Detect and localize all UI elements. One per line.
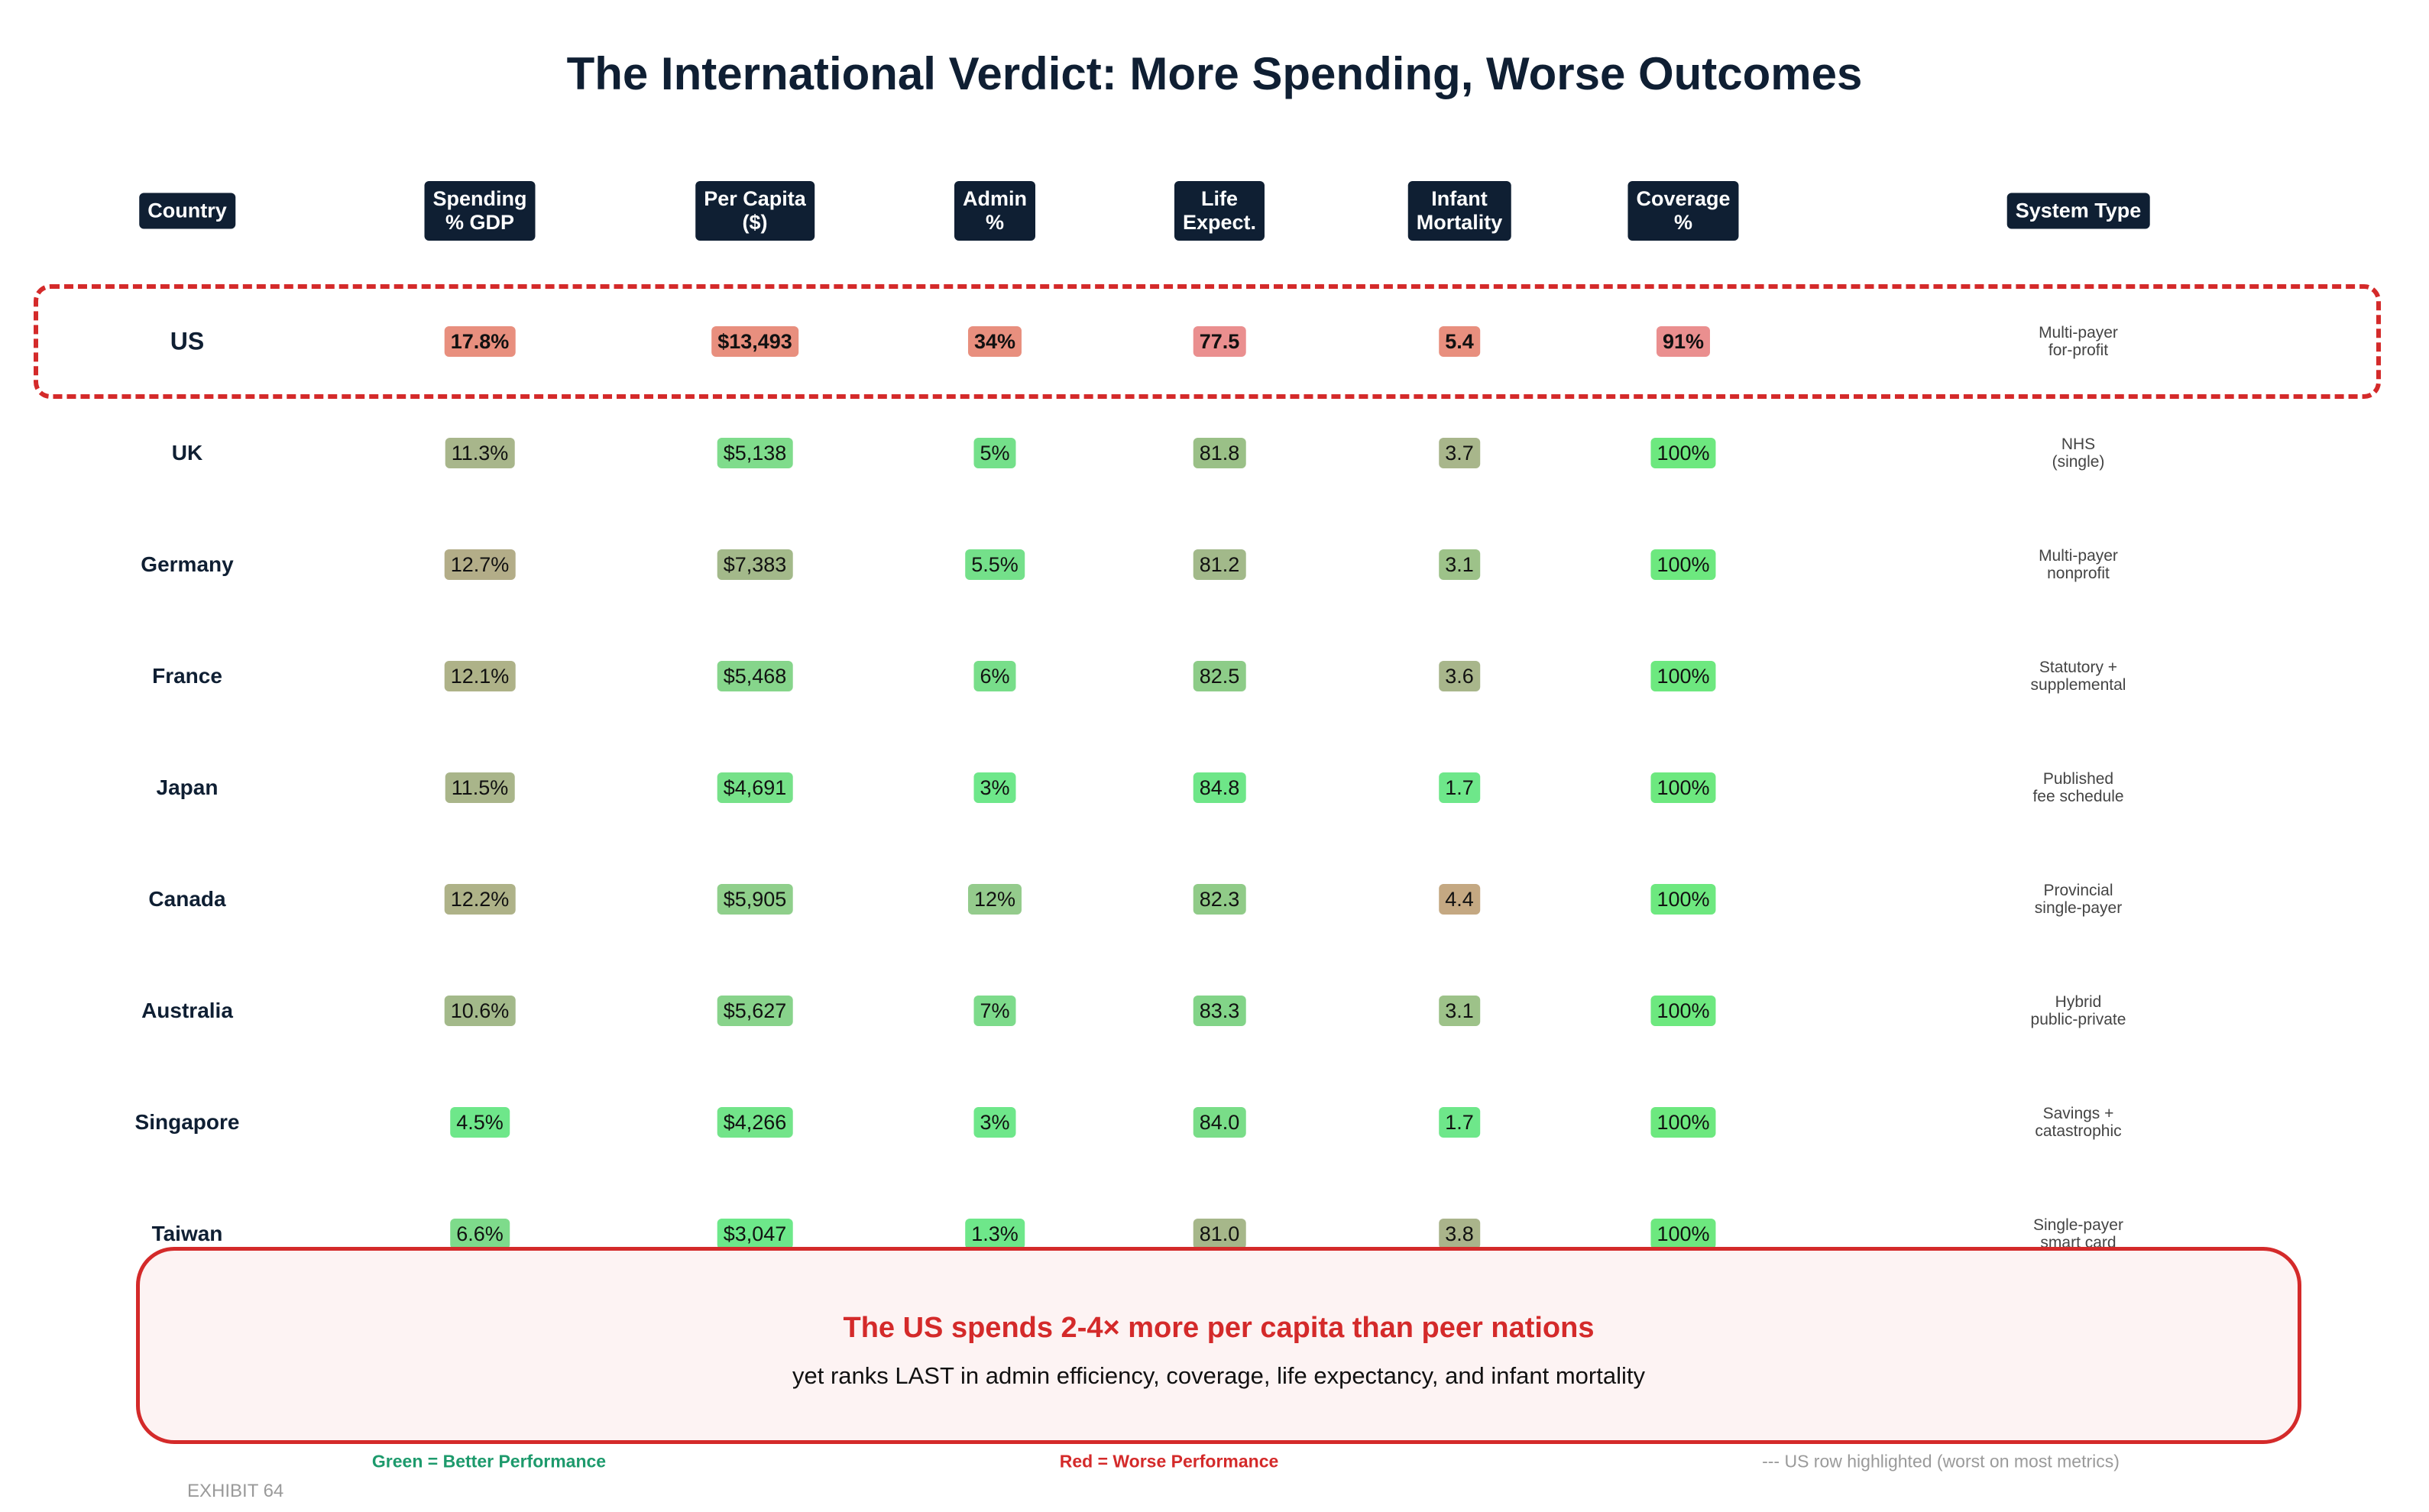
callout-headline: The US spends 2-4× more per capita than … — [843, 1312, 1595, 1344]
cell-life-expectancy-canada: 82.3 — [1193, 884, 1246, 915]
page-title: The International Verdict: More Spending… — [566, 48, 1863, 99]
header-spending-gdp: Spending % GDP — [424, 181, 536, 241]
cell-spending-gdp-canada: 12.2% — [444, 884, 516, 915]
country-label-canada: Canada — [148, 887, 226, 911]
country-label-uk: UK — [171, 441, 203, 465]
cell-infant-mortality-taiwan: 3.8 — [1439, 1219, 1480, 1249]
cell-infant-mortality-us: 5.4 — [1439, 326, 1480, 357]
legend-green: Green = Better Performance — [371, 1451, 607, 1472]
legend-note: --- US row highlighted (worst on most me… — [1762, 1451, 2120, 1472]
system-type-canada: Provincial single-payer — [2034, 882, 2123, 917]
cell-admin-singapore: 3% — [973, 1107, 1016, 1138]
system-type-australia: Hybrid public-private — [2030, 993, 2126, 1028]
cell-per-capita-germany: $7,383 — [717, 549, 793, 580]
cell-per-capita-singapore: $4,266 — [717, 1107, 793, 1138]
header-system-type: System Type — [2006, 193, 2150, 229]
cell-admin-taiwan: 1.3% — [965, 1219, 1025, 1249]
cell-spending-gdp-france: 12.1% — [444, 661, 516, 691]
system-type-japan: Published fee schedule — [2032, 770, 2124, 805]
cell-coverage-taiwan: 100% — [1650, 1219, 1716, 1249]
country-label-japan: Japan — [156, 775, 219, 799]
cell-admin-canada: 12% — [967, 884, 1022, 915]
system-type-singapore: Savings + catastrophic — [2035, 1105, 2122, 1140]
us-row-highlight-box — [34, 284, 2381, 399]
country-label-us: US — [170, 327, 205, 355]
country-label-australia: Australia — [141, 999, 233, 1022]
cell-per-capita-canada: $5,905 — [717, 884, 793, 915]
system-type-france: Statutory + supplemental — [2030, 659, 2126, 694]
country-label-germany: Germany — [141, 552, 234, 576]
cell-per-capita-australia: $5,627 — [717, 996, 793, 1026]
cell-infant-mortality-japan: 1.7 — [1439, 772, 1480, 803]
cell-coverage-us: 91% — [1656, 326, 1711, 357]
callout-subline: yet ranks LAST in admin efficiency, cove… — [792, 1362, 1645, 1389]
header-admin: Admin % — [954, 181, 1035, 241]
cell-life-expectancy-uk: 81.8 — [1193, 438, 1246, 468]
cell-coverage-uk: 100% — [1650, 438, 1716, 468]
cell-life-expectancy-us: 77.5 — [1193, 326, 1246, 357]
cell-life-expectancy-germany: 81.2 — [1193, 549, 1246, 580]
cell-coverage-france: 100% — [1650, 661, 1716, 691]
callout-box: The US spends 2-4× more per capita than … — [136, 1247, 2301, 1444]
header-coverage: Coverage % — [1627, 181, 1739, 241]
cell-infant-mortality-germany: 3.1 — [1439, 549, 1480, 580]
cell-admin-france: 6% — [973, 661, 1016, 691]
cell-per-capita-uk: $5,138 — [717, 438, 793, 468]
cell-life-expectancy-australia: 83.3 — [1193, 996, 1246, 1026]
exhibit-label: EXHIBIT 64 — [187, 1481, 284, 1501]
cell-life-expectancy-japan: 84.8 — [1193, 772, 1246, 803]
cell-per-capita-taiwan: $3,047 — [717, 1219, 793, 1249]
cell-per-capita-japan: $4,691 — [717, 772, 793, 803]
cell-coverage-australia: 100% — [1650, 996, 1716, 1026]
cell-spending-gdp-australia: 10.6% — [444, 996, 516, 1026]
cell-spending-gdp-uk: 11.3% — [445, 438, 515, 468]
cell-admin-us: 34% — [967, 326, 1022, 357]
system-type-uk: NHS (single) — [2052, 435, 2105, 471]
cell-life-expectancy-singapore: 84.0 — [1193, 1107, 1246, 1138]
country-label-taiwan: Taiwan — [151, 1222, 223, 1245]
header-life-expectancy: Life Expect. — [1174, 181, 1265, 241]
cell-spending-gdp-japan: 11.5% — [445, 772, 515, 803]
cell-infant-mortality-uk: 3.7 — [1439, 438, 1480, 468]
cell-spending-gdp-us: 17.8% — [444, 326, 516, 357]
system-type-germany: Multi-payer nonprofit — [2039, 547, 2118, 582]
cell-coverage-canada: 100% — [1650, 884, 1716, 915]
cell-admin-uk: 5% — [973, 438, 1016, 468]
system-type-us: Multi-payer for-profit — [2039, 324, 2118, 359]
cell-admin-australia: 7% — [973, 996, 1016, 1026]
cell-spending-gdp-singapore: 4.5% — [450, 1107, 510, 1138]
cell-infant-mortality-france: 3.6 — [1439, 661, 1480, 691]
cell-life-expectancy-taiwan: 81.0 — [1193, 1219, 1246, 1249]
cell-per-capita-france: $5,468 — [717, 661, 793, 691]
cell-admin-germany: 5.5% — [965, 549, 1025, 580]
cell-coverage-singapore: 100% — [1650, 1107, 1716, 1138]
legend-red: Red = Worse Performance — [1059, 1451, 1279, 1472]
header-infant-mortality: Infant Mortality — [1407, 181, 1511, 241]
country-label-singapore: Singapore — [134, 1110, 240, 1134]
cell-infant-mortality-australia: 3.1 — [1439, 996, 1480, 1026]
country-label-france: France — [152, 664, 222, 688]
header-per-capita: Per Capita ($) — [695, 181, 815, 241]
cell-infant-mortality-singapore: 1.7 — [1439, 1107, 1480, 1138]
cell-coverage-germany: 100% — [1650, 549, 1716, 580]
cell-infant-mortality-canada: 4.4 — [1439, 884, 1480, 915]
cell-coverage-japan: 100% — [1650, 772, 1716, 803]
cell-admin-japan: 3% — [973, 772, 1016, 803]
cell-life-expectancy-france: 82.5 — [1193, 661, 1246, 691]
header-country: Country — [139, 193, 235, 229]
cell-spending-gdp-germany: 12.7% — [444, 549, 516, 580]
cell-spending-gdp-taiwan: 6.6% — [450, 1219, 510, 1249]
cell-per-capita-us: $13,493 — [711, 326, 798, 357]
